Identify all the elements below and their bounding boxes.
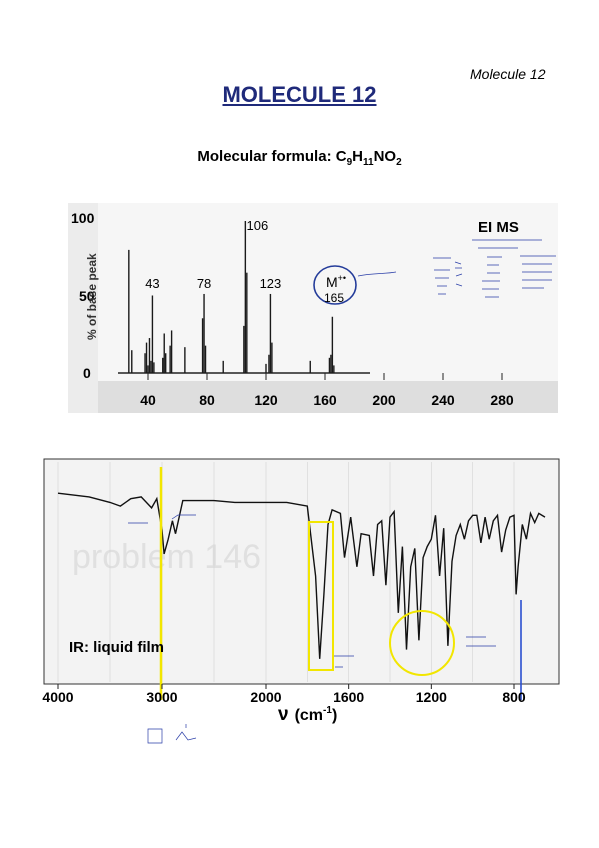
ms-ytick-label: 50 [79,288,95,304]
ms-x-ticks: 40 80 120 160 200 240 280 [140,373,514,408]
ms-panel-label: EI MS [478,219,519,236]
ir-xtick-label: 1200 [416,689,447,705]
header-label: Molecule 12 [470,66,546,82]
ir-panel-label: IR: liquid film [69,639,164,656]
ms-scan-strip [98,381,558,413]
ms-xtick-label: 80 [199,392,215,408]
ms-ytick-label: 100 [71,210,95,226]
ms-xtick-label: 120 [254,392,278,408]
handwritten-annotations [357,239,556,298]
ms-peak-label: 78 [197,276,211,291]
ms-ytick-label: 0 [83,365,91,381]
ir-x-ticks: 4000 3000 2000 1600 1200 800 [42,684,526,705]
ms-plot-area [98,203,558,381]
ms-xtick-label: 40 [140,392,156,408]
molecular-formula: Molecular formula: C9H11NO2 [197,148,402,168]
handwritten-annotations [128,514,496,744]
ms-peak-label: 106 [246,218,268,233]
ms-bars [128,221,335,373]
ir-x-axis-label: ν (cm-1) [278,704,337,725]
co-stretch-circle [389,610,455,676]
ms-xtick-label: 240 [431,392,455,408]
ms-xtick-label: 160 [313,392,337,408]
ms-xtick-label: 280 [490,392,514,408]
ms-xtick-label: 200 [372,392,396,408]
ir-spectrum-line [57,492,546,659]
ms-peak-label: 123 [260,276,282,291]
molecular-ion-mass: 165 [324,291,344,305]
molecular-ion-circle [313,265,357,305]
ir-plot-area [43,458,560,685]
carbonyl-highlight-box [308,521,334,671]
molecular-ion-label: M+• [326,273,346,290]
ir-xtick-label: 2000 [250,689,281,705]
ms-peak-label: 43 [145,276,159,291]
ms-y-axis-label: % of base peak [85,253,99,340]
page-title: MOLECULE 12 [222,82,377,107]
ir-xtick-label: 3000 [146,689,177,705]
ms-peak-labels: 43 78 106 123 [145,218,281,291]
ir-xtick-label: 4000 [42,689,73,705]
ir-xtick-label: 800 [502,689,526,705]
ir-xtick-label: 1600 [333,689,364,705]
